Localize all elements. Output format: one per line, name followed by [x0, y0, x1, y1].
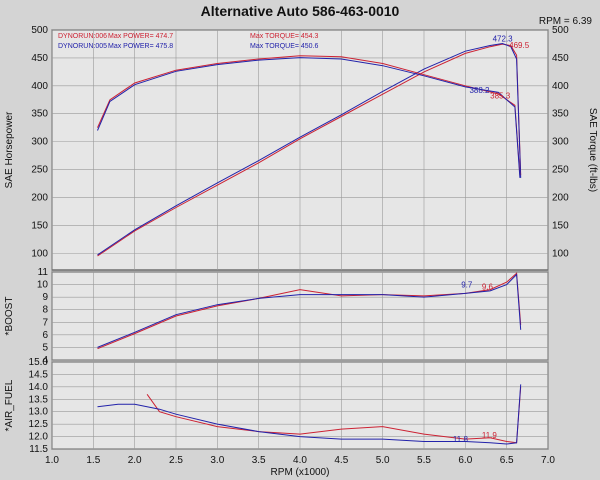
y-tick-label: 11.5	[29, 444, 48, 455]
boost-panel: 4 56 78 910 11 9.7 9.6 *BOOST	[4, 267, 549, 366]
y2-tick-label: 450	[552, 53, 569, 64]
y2-tick-label: 500	[552, 25, 569, 36]
data-label: 11.9	[482, 431, 498, 440]
power-torque-panel: 100 150 200 250 300 350 400 450 500 100 150 200 250 3…	[4, 25, 598, 271]
x-tick-label: 6.5	[500, 455, 514, 466]
y-tick-label: 11	[38, 267, 49, 278]
legend-power-005: Max POWER= 475.8	[108, 43, 173, 50]
x-tick-label: 3.5	[252, 455, 266, 466]
data-label: 385.3	[490, 92, 511, 101]
y2-tick-label: 200	[552, 192, 569, 203]
series-line-dynorun-005-power	[97, 42, 522, 256]
x-tick-label: 6.0	[458, 455, 472, 466]
legend: DYNORUN:006 Max POWER= 474.7 Max TORQUE=…	[58, 33, 319, 50]
x-tick-label: 4.0	[293, 455, 307, 466]
series-line-dynorun-005	[97, 273, 522, 348]
series-line-dynorun-006-torque	[97, 55, 521, 176]
y-tick-label: 13.0	[29, 407, 49, 418]
series-line-dynorun-005	[97, 384, 522, 445]
data-label: 388.2	[469, 86, 490, 95]
y-tick-label: 450	[31, 53, 48, 64]
x-axis-label: RPM (x1000)	[271, 467, 330, 478]
y-tick-label: 100	[31, 248, 48, 259]
data-label: 9.6	[482, 283, 494, 292]
y-tick-label: 6	[42, 330, 48, 341]
y-tick-label: 14.0	[29, 382, 49, 393]
y-tick-label: 400	[31, 81, 48, 92]
y-tick-label: 12.0	[29, 432, 49, 443]
y2-tick-label: 150	[552, 220, 569, 231]
data-label: 9.7	[461, 281, 473, 290]
x-tick-label: 1.0	[45, 455, 59, 466]
y-tick-label: 4	[42, 355, 48, 366]
data-label: 11.8	[453, 435, 469, 444]
x-tick-label: 2.0	[128, 455, 142, 466]
y-tick-label: 350	[31, 109, 48, 120]
air-fuel-panel: 11.512.0 12.513.0 13.514.0 14.515.0 11.8 11.9…	[4, 357, 555, 478]
y-axis-label: *AIR_FUEL	[4, 379, 15, 431]
y-tick-label: 200	[31, 192, 48, 203]
y2-tick-label: 400	[552, 81, 569, 92]
y-tick-label: 8	[42, 305, 48, 316]
x-tick-label: 1.5	[86, 455, 100, 466]
y-tick-label: 15.0	[29, 357, 49, 368]
data-label: 472.3	[493, 35, 514, 44]
data-label: 469.5	[509, 41, 530, 50]
series-line-dynorun-006	[97, 272, 522, 350]
legend-torque-005: Max TORQUE= 450.6	[250, 43, 319, 50]
x-tick-label: 5.0	[376, 455, 390, 466]
rpm-readout: RPM = 6.39	[539, 16, 593, 27]
y2-tick-label: 350	[552, 109, 569, 120]
y-tick-label: 9	[42, 292, 48, 303]
x-tick-label: 2.5	[169, 455, 183, 466]
chart-title: Alternative Auto 586-463-0010	[201, 3, 400, 19]
y-tick-label: 250	[31, 165, 48, 176]
y2-axis-label: SAE Torque (ft-lbs)	[587, 108, 598, 192]
x-tick-label: 7.0	[541, 455, 555, 466]
y-axis-label: SAE Horsepower	[4, 111, 15, 188]
y-tick-label: 7	[42, 317, 48, 328]
y-tick-label: 150	[31, 220, 48, 231]
y-tick-label: 14.5	[29, 369, 49, 380]
y-tick-label: 10	[37, 280, 49, 291]
x-tick-label: 5.5	[417, 455, 431, 466]
y-tick-label: 500	[31, 25, 48, 36]
series-line-dynorun-006	[146, 386, 522, 444]
y-axis-label: *BOOST	[4, 297, 15, 336]
legend-torque-006: Max TORQUE= 454.3	[250, 33, 319, 40]
series-line-dynorun-005-torque	[97, 57, 521, 178]
y2-tick-label: 100	[552, 248, 569, 259]
y2-tick-label: 300	[552, 137, 569, 148]
y-tick-label: 300	[31, 137, 48, 148]
y-tick-label: 5	[42, 342, 48, 353]
legend-run-005: DYNORUN:005	[58, 43, 107, 50]
y-tick-label: 13.5	[29, 394, 49, 405]
x-tick-label: 4.5	[334, 455, 348, 466]
legend-power-006: Max POWER= 474.7	[108, 33, 173, 40]
legend-run-006: DYNORUN:006	[58, 33, 107, 40]
x-tick-label: 3.0	[210, 455, 224, 466]
y-tick-label: 12.5	[29, 419, 49, 430]
y2-tick-label: 250	[552, 165, 569, 176]
